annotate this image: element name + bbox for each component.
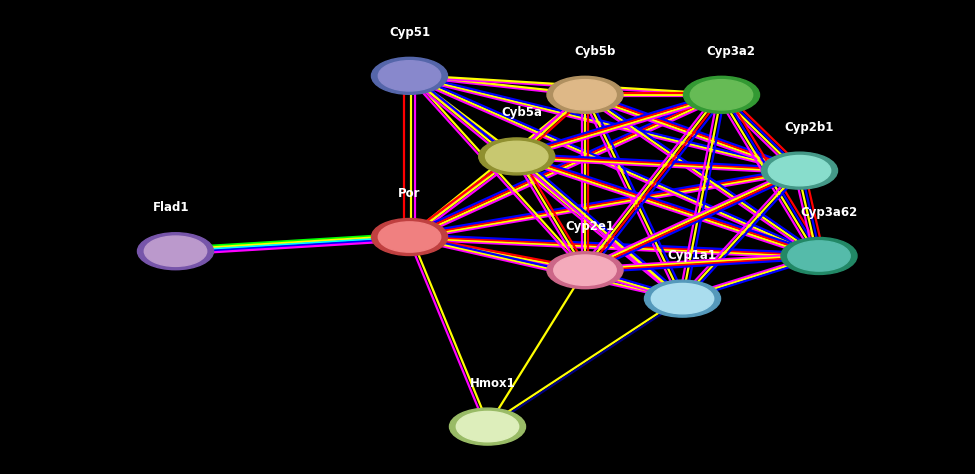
Circle shape	[486, 141, 548, 172]
Circle shape	[137, 233, 214, 270]
Text: Cyp51: Cyp51	[389, 26, 430, 39]
Circle shape	[651, 283, 714, 314]
Text: Cyb5a: Cyb5a	[501, 107, 542, 119]
Text: Cyp3a2: Cyp3a2	[707, 45, 756, 58]
Circle shape	[456, 411, 519, 442]
Text: Cyb5b: Cyb5b	[574, 45, 615, 58]
Circle shape	[768, 155, 831, 186]
Circle shape	[690, 80, 753, 110]
Text: Cyp2e1: Cyp2e1	[566, 220, 614, 233]
Text: Por: Por	[398, 187, 421, 200]
Circle shape	[554, 255, 616, 285]
Circle shape	[788, 241, 850, 271]
Text: Hmox1: Hmox1	[470, 377, 515, 390]
Text: Cyp3a62: Cyp3a62	[800, 206, 857, 219]
Circle shape	[371, 57, 448, 94]
Circle shape	[644, 280, 721, 317]
Text: Cyp1a1: Cyp1a1	[668, 249, 717, 262]
Circle shape	[378, 61, 441, 91]
Circle shape	[144, 236, 207, 266]
Circle shape	[554, 80, 616, 110]
Circle shape	[781, 237, 857, 274]
Text: Cyp2b1: Cyp2b1	[785, 121, 834, 134]
Circle shape	[479, 138, 555, 175]
Circle shape	[683, 76, 760, 113]
Circle shape	[378, 222, 441, 252]
Circle shape	[371, 219, 448, 255]
Circle shape	[761, 152, 838, 189]
Circle shape	[547, 252, 623, 289]
Circle shape	[547, 76, 623, 113]
Text: Flad1: Flad1	[152, 201, 189, 214]
Circle shape	[449, 408, 526, 445]
